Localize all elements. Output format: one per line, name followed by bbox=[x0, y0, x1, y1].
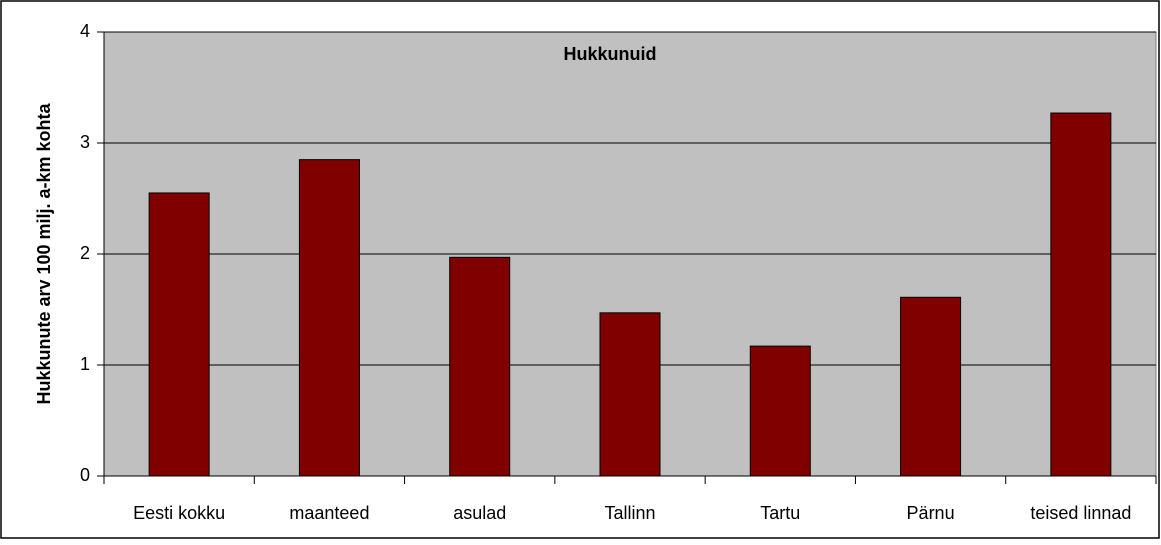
bar bbox=[148, 192, 210, 477]
x-tick-label: asulad bbox=[453, 503, 506, 523]
bar bbox=[749, 345, 811, 477]
x-tick-label: teised linnad bbox=[1030, 503, 1131, 523]
bar bbox=[900, 296, 962, 477]
x-tick-label: Pärnu bbox=[907, 503, 955, 523]
y-tick-label: 0 bbox=[80, 465, 90, 485]
x-tick-label: Tallinn bbox=[604, 503, 655, 523]
x-tick-label: Eesti kokku bbox=[133, 503, 225, 523]
bar bbox=[1050, 112, 1112, 477]
x-tick-label: Tartu bbox=[760, 503, 800, 523]
bar bbox=[599, 312, 661, 477]
y-tick-label: 1 bbox=[80, 354, 90, 374]
x-tick-label: maanteed bbox=[289, 503, 369, 523]
y-tick-label: 3 bbox=[80, 132, 90, 152]
y-tick-label: 4 bbox=[80, 21, 90, 41]
y-axis-label: Hukkunute arv 100 milj. a-km kohta bbox=[34, 102, 54, 404]
chart-title: Hukkunuid bbox=[564, 44, 657, 64]
bar bbox=[298, 159, 360, 477]
bar bbox=[449, 256, 511, 477]
y-tick-label: 2 bbox=[80, 243, 90, 263]
